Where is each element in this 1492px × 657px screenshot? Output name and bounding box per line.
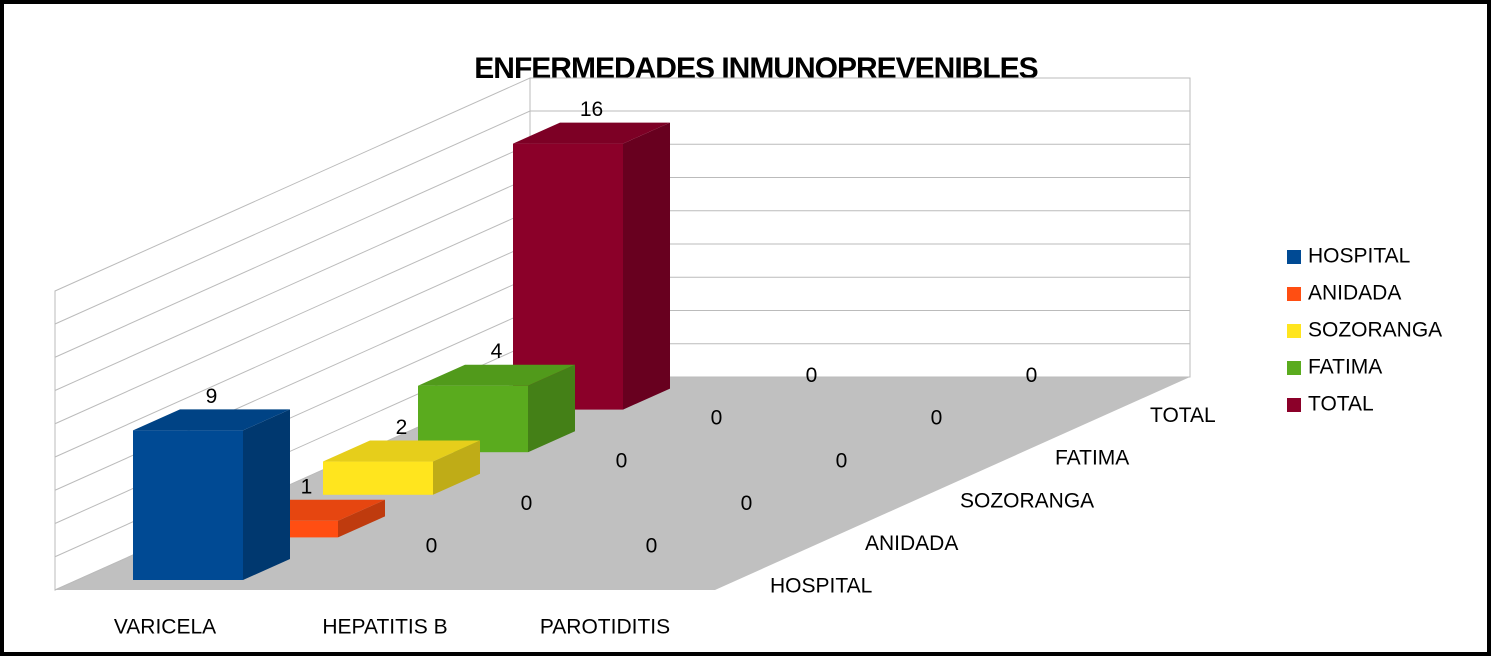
legend-swatch (1287, 287, 1301, 301)
bar-front (323, 461, 433, 495)
data-label: 0 (1026, 364, 1038, 387)
bar (418, 364, 575, 453)
x-tick-label: VARICELA (114, 616, 216, 639)
legend-label: FATIMA (1308, 356, 1382, 379)
depth-tick-label: ANIDADA (865, 532, 958, 555)
legend-label: ANIDADA (1308, 282, 1401, 305)
x-tick-label: PAROTIDITIS (540, 616, 670, 639)
bar-top (418, 364, 575, 386)
bar-side (243, 409, 290, 580)
data-label: 0 (741, 492, 753, 515)
depth-tick-label: HOSPITAL (770, 575, 872, 598)
data-label: 0 (616, 449, 628, 472)
data-label: 0 (711, 407, 723, 430)
bar-side (433, 440, 480, 495)
bar-side (338, 499, 385, 538)
data-label: 0 (806, 364, 818, 387)
bar-front (133, 430, 243, 580)
bar-side (528, 364, 575, 453)
legend-label: TOTAL (1308, 393, 1374, 416)
depth-tick-label: SOZORANGA (960, 489, 1094, 512)
legend-label: SOZORANGA (1308, 319, 1442, 342)
data-label: 0 (646, 535, 658, 558)
legend-swatch (1287, 324, 1301, 338)
legend-label: HOSPITAL (1308, 245, 1410, 268)
data-label: 0 (836, 449, 848, 472)
bar-top (323, 440, 480, 462)
legend-swatch (1287, 250, 1301, 264)
legend-swatch (1287, 398, 1301, 412)
x-tick-label: HEPATITIS B (322, 616, 447, 639)
data-label: 0 (426, 535, 438, 558)
data-label: 4 (491, 340, 503, 363)
bar (133, 409, 290, 580)
data-label: 0 (931, 407, 943, 430)
bar (323, 440, 480, 495)
data-label: 0 (521, 492, 533, 515)
depth-tick-label: FATIMA (1055, 447, 1129, 470)
data-label: 2 (396, 416, 408, 439)
bar-side (623, 122, 670, 410)
data-label: 16 (580, 98, 603, 121)
depth-tick-label: TOTAL (1150, 404, 1216, 427)
data-label: 1 (301, 475, 313, 498)
grid-line (54, 110, 1190, 325)
data-label: 9 (206, 385, 218, 408)
legend-swatch (1287, 361, 1301, 375)
bar-top (133, 409, 290, 431)
bar-top (513, 122, 670, 144)
